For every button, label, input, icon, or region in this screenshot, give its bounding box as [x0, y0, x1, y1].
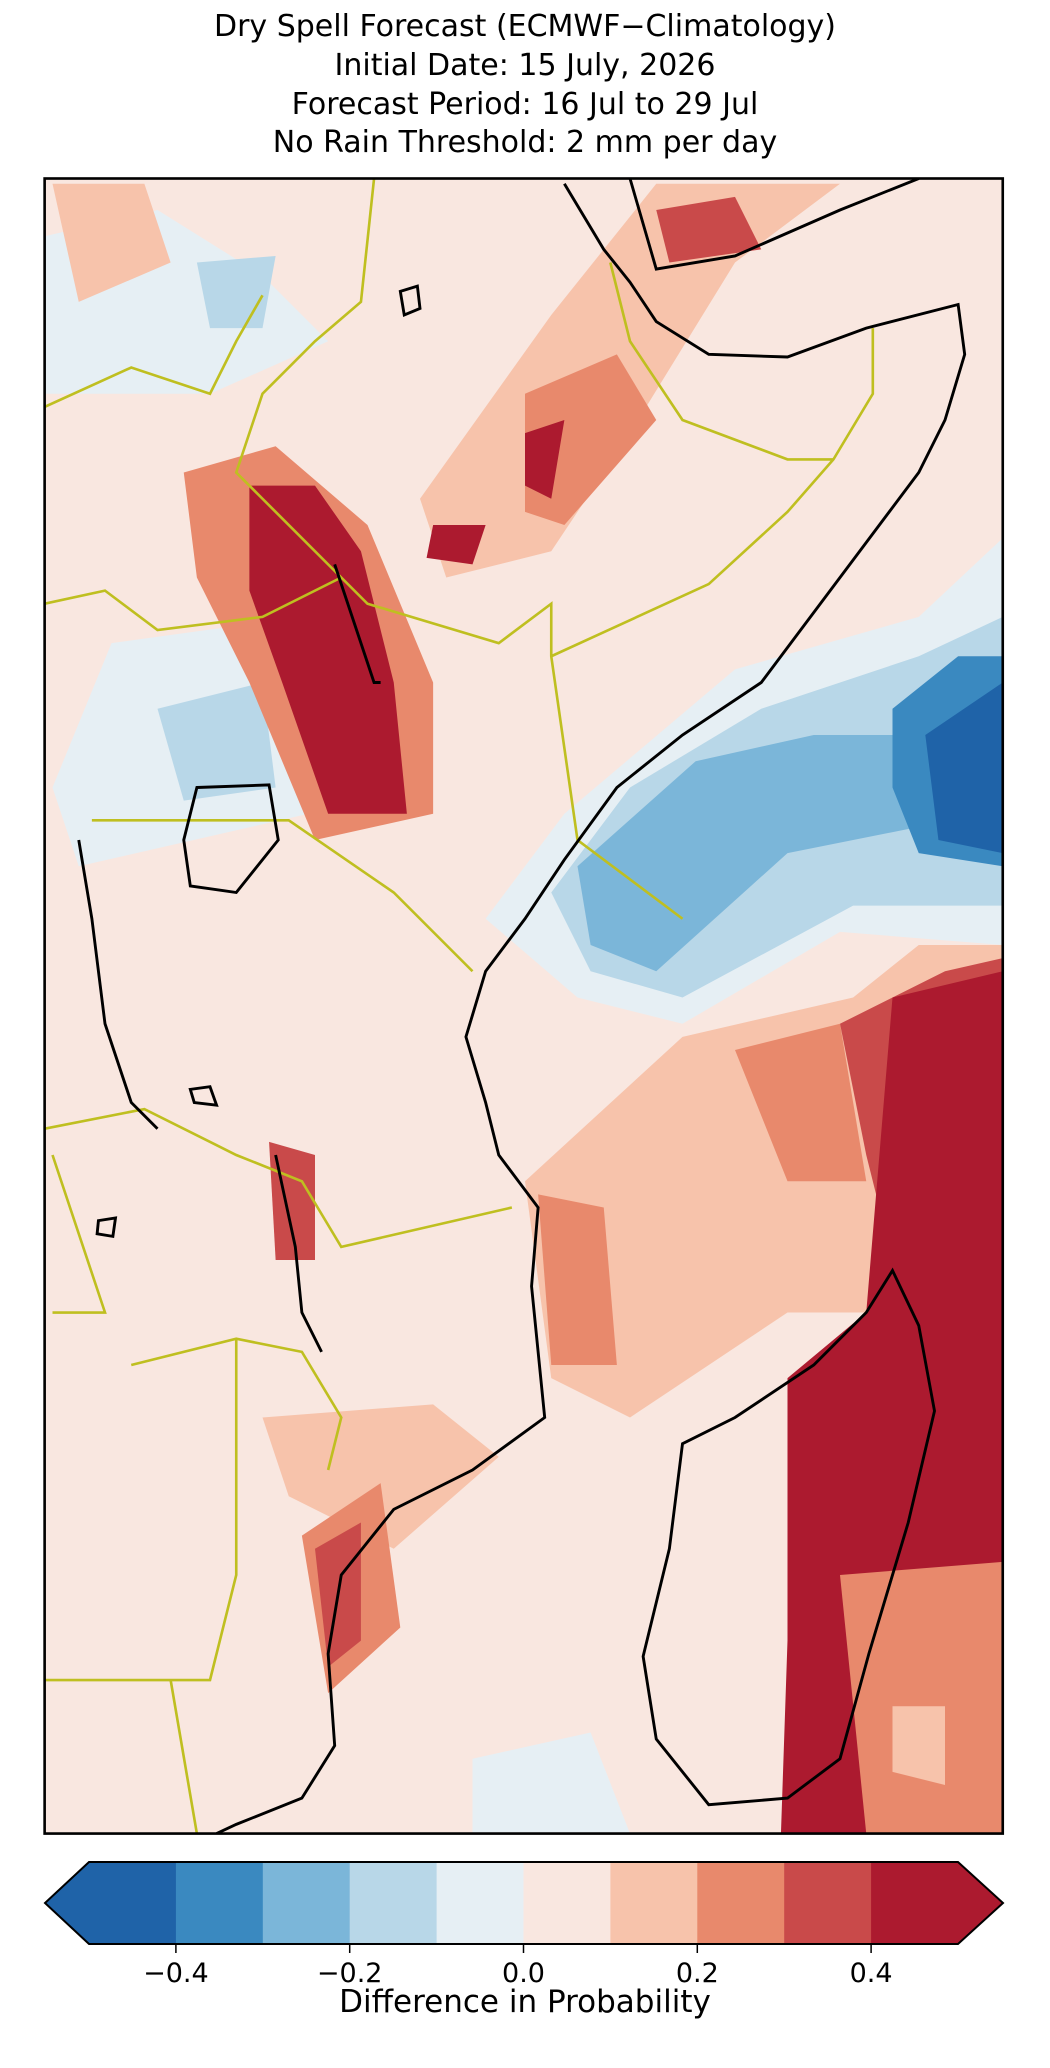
colorbar-segment [523, 1862, 611, 1944]
colorbar-tick-label: 0.2 [676, 1958, 719, 1989]
lake-shore [398, 284, 422, 318]
lake-shore [188, 1085, 219, 1107]
border [44, 576, 342, 632]
country-borders [44, 178, 875, 1834]
title-line: No Rain Threshold: 2 mm per day [273, 125, 777, 160]
colorbar-tick-label: 0.0 [502, 1958, 545, 1989]
field-region [656, 196, 762, 263]
field-region [525, 354, 657, 525]
lake-shore [333, 563, 381, 684]
field-region [472, 1732, 630, 1834]
field-region [525, 420, 565, 499]
field-region [426, 525, 486, 565]
field-region [157, 682, 276, 801]
border [91, 819, 474, 973]
lake-shore [182, 783, 280, 895]
colorbar-tick-label: −0.4 [143, 1958, 209, 1989]
map [43, 177, 1005, 1835]
colorbar-segment [436, 1862, 524, 1944]
colorbar-extend-min [45, 1862, 89, 1944]
colorbar-segment [784, 1862, 872, 1944]
lake-shore [77, 839, 159, 1130]
title-line: Initial Date: 15 July, 2026 [335, 48, 716, 83]
field-region [52, 183, 171, 302]
field-region [538, 1194, 617, 1365]
field-region [249, 485, 407, 814]
colorbar-extend-max [958, 1862, 1003, 1944]
border [130, 1337, 343, 1471]
border [550, 328, 875, 658]
colorbar-segment [697, 1862, 785, 1944]
island-coastline [641, 1267, 936, 1807]
colorbar-tick-label: −0.2 [317, 1958, 383, 1989]
border [169, 1679, 199, 1834]
lake-shore [274, 1154, 323, 1353]
colorbar-outline [43, 1861, 1005, 1945]
title-block: Dry Spell Forecast (ECMWF−Climatology) I… [214, 9, 836, 160]
coastline [628, 178, 920, 271]
colorbar-label: Difference in Probability [339, 1984, 711, 2020]
field-region [735, 1023, 867, 1182]
field-region [925, 682, 1003, 854]
borders [44, 178, 967, 1834]
coastlines [77, 178, 967, 1834]
colorbar-segment [89, 1862, 177, 1944]
title-line: Dry Spell Forecast (ECMWF−Climatology) [214, 9, 836, 44]
colorbar: −0.4 −0.2 0.0 0.2 0.4 [43, 1861, 1005, 1989]
colorbar-segment [262, 1862, 351, 1944]
title-line: Forecast Period: 16 Jul to 29 Jul [292, 87, 759, 122]
field-region [262, 1404, 499, 1549]
field-region [577, 735, 919, 972]
field-region [840, 1561, 1003, 1834]
field-region [892, 1706, 945, 1785]
map-frame [43, 177, 1005, 1835]
coastline [215, 183, 967, 1834]
border [51, 1154, 107, 1314]
map-field [44, 178, 1003, 1834]
lake-shore [95, 1216, 118, 1239]
colorbar-segment [871, 1862, 959, 1944]
border [44, 1107, 513, 1249]
border [44, 1338, 238, 1682]
colorbar-segment [610, 1862, 698, 1944]
border [609, 262, 834, 461]
field-region [196, 255, 276, 329]
colorbar-tick-label: 0.4 [850, 1958, 893, 1989]
border [44, 294, 264, 409]
colorbar-segment [349, 1862, 438, 1944]
colorbar-segment [175, 1862, 264, 1944]
